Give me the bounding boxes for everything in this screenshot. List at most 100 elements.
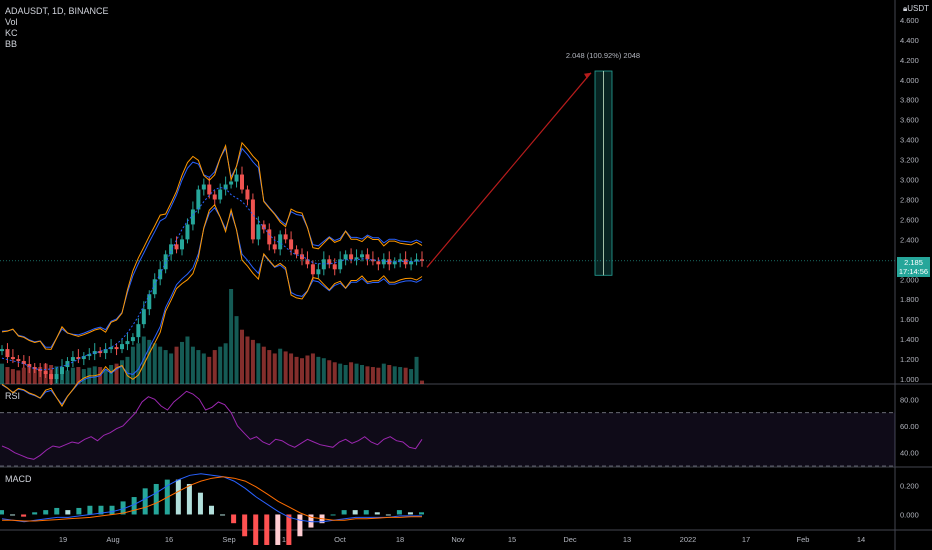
price-tick-label: 3.200 [900, 156, 919, 165]
candle-body [185, 224, 190, 240]
candle-body [16, 359, 21, 362]
candle-body [174, 244, 179, 250]
candle-body [300, 254, 304, 260]
rsi-label[interactable]: RSI [5, 391, 21, 401]
price-tick-label: 3.800 [900, 96, 919, 105]
candle-body [403, 259, 408, 265]
macd-histogram-bar [308, 514, 314, 528]
candle-body [370, 259, 375, 262]
volume-bar [321, 358, 326, 384]
volume-bar [147, 339, 152, 384]
volume-bar [261, 346, 266, 384]
volume-bar [180, 341, 184, 384]
measure-label: 2.048 (100.92%) 2048 [566, 51, 640, 60]
candle-body [360, 254, 364, 258]
candle-body [409, 261, 414, 265]
volume-bar [60, 369, 64, 384]
candle-body [398, 259, 403, 262]
volume-bar [376, 367, 381, 384]
volume-bar [267, 350, 272, 384]
volume-bar [109, 365, 114, 384]
macd-tick-label: 0.200 [900, 481, 919, 490]
volume-bar [420, 380, 424, 384]
volume-bar [218, 346, 223, 384]
candle-body [70, 357, 75, 362]
volume-bar [338, 363, 343, 384]
volume-bar [152, 343, 157, 384]
candle-body [245, 189, 250, 200]
macd-histogram-bar [87, 505, 93, 515]
price-tick-label: 4.600 [900, 16, 919, 25]
volume-bar [174, 346, 179, 384]
volume-bar [332, 362, 337, 384]
volume-bar [403, 367, 408, 384]
candle-body [114, 347, 119, 350]
price-tick-label: 3.000 [900, 176, 919, 185]
macd-label[interactable]: MACD [5, 474, 32, 484]
candle-body [343, 254, 348, 260]
macd-histogram-bar [98, 505, 104, 515]
candle-body [349, 254, 354, 260]
symbol-title[interactable]: ADAUSDT, 1D, BINANCE [5, 6, 109, 16]
volume-bar [212, 350, 217, 384]
macd-histogram-bar [385, 514, 391, 516]
candle-body [141, 309, 146, 325]
candle-body [387, 259, 392, 265]
macd-histogram-bar [32, 512, 38, 515]
volume-bar [76, 367, 81, 384]
projection-arrow [426, 72, 592, 268]
candle-body [76, 357, 81, 360]
candle-body [120, 344, 124, 350]
indicator-vol[interactable]: Vol [5, 17, 18, 27]
volume-bar [0, 363, 4, 384]
price-tick-label: 2.600 [900, 215, 919, 224]
macd-histogram-bar [220, 514, 226, 516]
candle-body [229, 181, 234, 185]
time-tick-label: Dec [563, 535, 577, 544]
candle-body [305, 259, 310, 265]
currency-selector[interactable]: 🔒︎USDT [903, 4, 929, 14]
volume-bar [229, 289, 234, 384]
macd-histogram-bar [286, 514, 292, 545]
volume-bar [120, 360, 124, 384]
volume-bar [10, 369, 15, 384]
volume-bar [103, 369, 108, 384]
macd-tick-label: 0.000 [900, 510, 919, 519]
volume-bar [38, 367, 43, 384]
volume-bar [114, 363, 119, 384]
price-tick-label: 1.600 [900, 315, 919, 324]
candle-body [180, 239, 184, 250]
chart-legend: ADAUSDT, 1D, BINANCE Vol KC BB [5, 6, 109, 50]
macd-histogram-bar [253, 514, 259, 545]
time-tick-label: 18 [396, 535, 404, 544]
time-tick-label: Feb [797, 535, 810, 544]
volume-bar [130, 346, 135, 384]
volume-bar [256, 343, 261, 384]
candle-body [190, 209, 195, 225]
signal-line [2, 476, 422, 522]
indicator-bb[interactable]: BB [5, 39, 18, 49]
candle-body [376, 261, 381, 265]
volume-bar [360, 365, 364, 384]
volume-bar [250, 339, 255, 384]
candle-body [289, 239, 294, 250]
lock-icon: 🔒︎ [903, 4, 908, 13]
price-tick-label: 1.000 [900, 375, 919, 384]
macd-histogram-bar [10, 514, 16, 516]
volume-bar [201, 353, 206, 384]
macd-histogram-bar [275, 514, 281, 545]
volume-bar [81, 369, 86, 384]
bb-upper-band [1, 141, 423, 350]
volume-bar [136, 343, 141, 384]
candle-body [130, 337, 135, 342]
time-tick-label: 16 [165, 535, 173, 544]
price-badge: 2.185 17:14:56 [897, 257, 930, 277]
candle-body [420, 259, 424, 261]
rsi-line [1, 390, 423, 460]
price-tick-label: 1.800 [900, 295, 919, 304]
macd-histogram-bar [352, 510, 358, 515]
indicator-kc[interactable]: KC [5, 28, 18, 38]
candle-body [414, 259, 419, 262]
macd-line [1, 473, 422, 523]
